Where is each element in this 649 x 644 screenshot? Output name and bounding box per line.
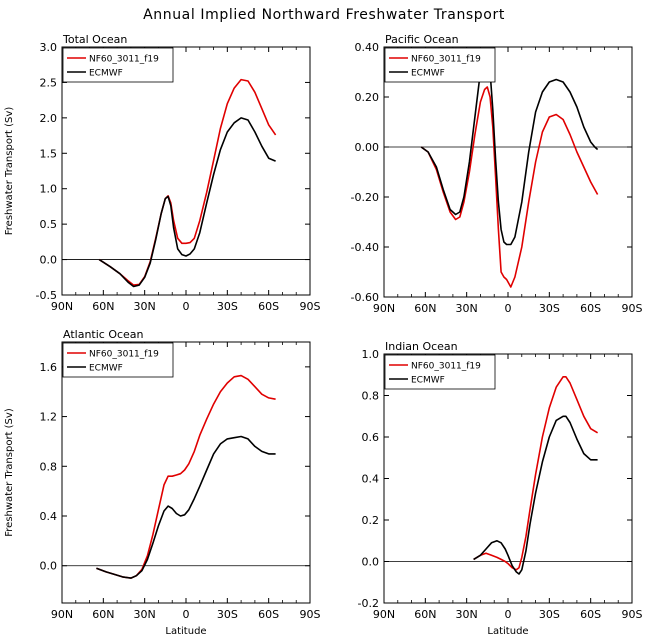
y-tick-label: 2.5	[40, 76, 58, 89]
legend-label: NF60_3011_f19	[411, 362, 481, 372]
y-axis-label: Freshwater Transport (Sv)	[4, 107, 15, 236]
panel-title: Atlantic Ocean	[63, 328, 144, 341]
plot-frame	[61, 46, 311, 296]
legend-box	[62, 47, 174, 83]
y-tick-label: 0.8	[362, 390, 380, 403]
series-line-model	[98, 78, 277, 286]
legend-label: ECMWF	[89, 364, 123, 374]
y-tick-label: -0.2	[358, 597, 379, 610]
x-tick-label: 30N	[134, 608, 156, 621]
y-tick-label: 0.2	[362, 514, 380, 527]
x-tick-label: 30N	[456, 608, 478, 621]
y-tick-label: -0.20	[351, 191, 379, 204]
y-tick-label: 3.0	[40, 41, 58, 54]
legend-box	[384, 47, 496, 83]
series-line-ecmwf	[98, 117, 276, 288]
series-line-ecmwf	[420, 53, 599, 246]
y-tick-label: -0.60	[351, 291, 379, 304]
x-tick-label: 60N	[92, 608, 114, 621]
x-tick-label: 90N	[373, 302, 395, 315]
y-tick-label: 1.6	[40, 361, 58, 374]
x-tick-label: 60S	[258, 300, 279, 313]
legend-box	[384, 354, 496, 390]
y-tick-label: 0.6	[362, 431, 380, 444]
legend-box	[62, 342, 174, 378]
x-tick-label: 30S	[539, 608, 560, 621]
legend: NF60_3011_f19 ECMWF	[384, 47, 496, 83]
x-tick-label: 90N	[373, 608, 395, 621]
x-tick-label: 0	[183, 608, 190, 621]
y-tick-label: -0.5	[36, 289, 57, 302]
y-tick-label: 0.40	[355, 41, 380, 54]
x-tick-label: 60S	[258, 608, 279, 621]
y-tick-label: 0.5	[40, 218, 58, 231]
x-tick-label: 90S	[622, 608, 643, 621]
x-tick-label: 30S	[217, 300, 238, 313]
chart-panel-3: 90N 60N 30N 0 30S 60S 90S 0.0 0.4 0.8 1.2 1.6 Atlant…	[4, 328, 321, 637]
chart-panel-4: 90N 60N 30N 0 30S 60S 90S -0.2 0.0 0.2 0.4 0.6 0.8 1.…	[358, 340, 643, 637]
x-tick-label: 60S	[580, 302, 601, 315]
x-tick-label: 30S	[539, 302, 560, 315]
chart-panel-1: 90N 60N 30N 0 30S 60S 90S -0.5 0.0 0.5 1.0 1.5 2.0 2.…	[4, 33, 321, 313]
y-tick-label: 0.0	[40, 254, 58, 267]
x-tick-label: 0	[505, 608, 512, 621]
legend-label: NF60_3011_f19	[411, 55, 481, 65]
legend-label: NF60_3011_f19	[89, 350, 159, 360]
panel-title: Indian Ocean	[385, 340, 458, 353]
y-tick-label: 0.0	[40, 560, 58, 573]
series-line-model	[420, 86, 599, 288]
legend: NF60_3011_f19 ECMWF	[62, 47, 174, 83]
legend-label: ECMWF	[411, 69, 445, 79]
series-line-ecmwf	[96, 435, 276, 579]
panel-title: Total Ocean	[62, 33, 127, 46]
x-tick-label: 30N	[456, 302, 478, 315]
plot-frame	[61, 341, 311, 604]
y-tick-label: -0.40	[351, 241, 379, 254]
plot-frame	[383, 353, 633, 604]
x-tick-label: 30N	[134, 300, 156, 313]
x-tick-label: 60S	[580, 608, 601, 621]
x-tick-label: 0	[505, 302, 512, 315]
x-tick-label: 30S	[217, 608, 238, 621]
y-tick-label: 0.20	[355, 91, 380, 104]
y-tick-label: 0.00	[355, 141, 380, 154]
y-tick-label: 1.0	[362, 348, 380, 361]
y-axis-label: Freshwater Transport (Sv)	[4, 408, 15, 537]
x-tick-label: 90N	[51, 300, 73, 313]
legend-label: NF60_3011_f19	[89, 55, 159, 65]
legend-label: ECMWF	[89, 69, 123, 79]
x-tick-label: 60N	[92, 300, 114, 313]
panel-title: Pacific Ocean	[385, 33, 459, 46]
y-tick-label: 2.0	[40, 112, 58, 125]
x-tick-label: 90S	[300, 608, 321, 621]
x-tick-label: 90S	[622, 302, 643, 315]
x-tick-label: 0	[183, 300, 190, 313]
y-tick-label: 1.5	[40, 147, 58, 160]
series-line-model	[96, 374, 276, 579]
y-tick-label: 0.4	[362, 473, 380, 486]
series-line-ecmwf	[473, 415, 598, 575]
plot-frame	[383, 46, 633, 298]
legend-label: ECMWF	[411, 376, 445, 386]
chart-panel-2: 90N 60N 30N 0 30S 60S 90S -0.60 -0.40 -0.20 0.00 0.…	[351, 33, 643, 315]
y-tick-label: 0.0	[362, 556, 380, 569]
x-tick-label: 90S	[300, 300, 321, 313]
x-tick-label: 90N	[51, 608, 73, 621]
legend: NF60_3011_f19 ECMWF	[62, 342, 174, 378]
y-tick-label: 0.4	[40, 510, 58, 523]
y-tick-label: 1.2	[40, 411, 58, 424]
y-tick-label: 1.0	[40, 183, 58, 196]
y-tick-label: 0.8	[40, 460, 58, 473]
series-line-model	[473, 375, 599, 571]
x-axis-label: Latitude	[487, 626, 528, 637]
x-axis-label: Latitude	[165, 626, 206, 637]
legend: NF60_3011_f19 ECMWF	[384, 354, 496, 390]
x-tick-label: 60N	[414, 302, 436, 315]
x-tick-label: 60N	[414, 608, 436, 621]
figure-title: Annual Implied Northward Freshwater Tran…	[143, 7, 505, 23]
